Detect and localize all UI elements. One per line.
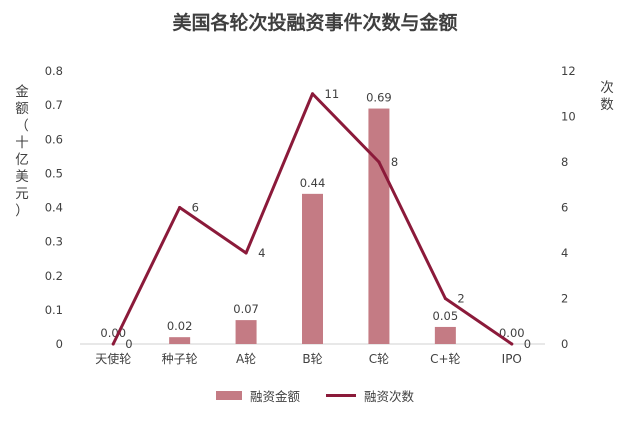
axis-label-char: 金 <box>15 84 29 100</box>
y-right-tick-label: 6 <box>561 201 568 215</box>
axis-label-char: 美 <box>15 169 29 185</box>
x-tick-label: IPO <box>502 352 522 366</box>
y-left-tick-label: 0.8 <box>45 64 63 78</box>
legend: 融资金额 融资次数 <box>0 386 630 405</box>
y-left-tick-label: 0.1 <box>45 303 63 317</box>
y-right-tick-label: 12 <box>561 64 576 78</box>
axis-label-char: ） <box>15 203 29 219</box>
legend-label-amount: 融资金额 <box>249 389 300 404</box>
x-tick-label: C+轮 <box>430 352 460 366</box>
line-value-label: 0 <box>524 337 531 351</box>
y-left-tick-label: 0.4 <box>45 201 63 215</box>
y-left-tick-label: 0.5 <box>45 166 63 180</box>
line-point <box>111 342 115 346</box>
line-value-label: 6 <box>192 201 199 215</box>
line-point <box>510 342 514 346</box>
y-axis-right-label: 次数 <box>597 80 617 114</box>
x-tick-label: 种子轮 <box>162 352 198 366</box>
x-tick-label: 天使轮 <box>95 351 131 366</box>
y-axis-left-label: 金额（十亿美元） <box>12 84 32 220</box>
bar <box>235 320 257 344</box>
axis-label-char: 十 <box>15 135 29 151</box>
y-right-tick-label: 10 <box>561 110 576 124</box>
bar-value-label: 0.05 <box>433 309 459 323</box>
chart-title: 美国各轮次投融资事件次数与金额 <box>172 12 458 34</box>
bar <box>368 108 390 344</box>
line-value-label: 11 <box>325 87 340 101</box>
axis-label-char: 额 <box>15 101 29 117</box>
line-value-label: 0 <box>125 337 132 351</box>
y-right-tick-label: 4 <box>561 246 568 260</box>
y-right-tick-label: 2 <box>561 292 568 306</box>
bar-value-label: 0.00 <box>499 326 525 340</box>
y-right-tick-label: 0 <box>561 337 568 351</box>
axis-label-char: 亿 <box>15 152 29 168</box>
axis-label-char: 元 <box>15 186 29 202</box>
y-left-tick-label: 0.6 <box>45 132 63 146</box>
axis-label-char: 次 <box>600 80 614 96</box>
axis-label-char: 数 <box>600 97 614 113</box>
y-left-tick-label: 0.3 <box>45 235 63 249</box>
line-point <box>244 251 248 255</box>
line-value-label: 8 <box>391 155 398 169</box>
line-point <box>443 297 447 300</box>
bar-value-label: 0.07 <box>233 302 259 316</box>
y-left-tick-label: 0 <box>56 337 63 351</box>
line-value-label: 2 <box>457 292 464 306</box>
bar <box>302 193 323 344</box>
line-point <box>377 160 381 164</box>
legend-swatch-bar <box>215 391 242 400</box>
bar-value-label: 0.44 <box>300 176 326 190</box>
legend-swatch-line <box>326 394 356 397</box>
x-tick-label: A轮 <box>236 352 256 366</box>
y-right-tick-label: 8 <box>561 155 568 169</box>
line-point <box>178 206 182 209</box>
axis-label-char: （ <box>15 118 29 134</box>
bar-value-label: 0.69 <box>366 91 392 105</box>
line-value-label: 4 <box>258 246 265 260</box>
legend-item-amount: 融资金额 <box>215 386 300 405</box>
bar <box>434 326 456 344</box>
legend-item-count: 融资次数 <box>326 386 414 405</box>
line-point <box>311 92 314 96</box>
y-left-tick-label: 0.7 <box>45 98 63 112</box>
bar-value-label: 0.02 <box>167 319 193 333</box>
bar <box>169 337 191 344</box>
x-tick-label: B轮 <box>302 352 322 366</box>
x-tick-label: C轮 <box>369 352 389 366</box>
y-left-tick-label: 0.2 <box>45 269 63 283</box>
legend-label-count: 融资次数 <box>364 389 415 404</box>
